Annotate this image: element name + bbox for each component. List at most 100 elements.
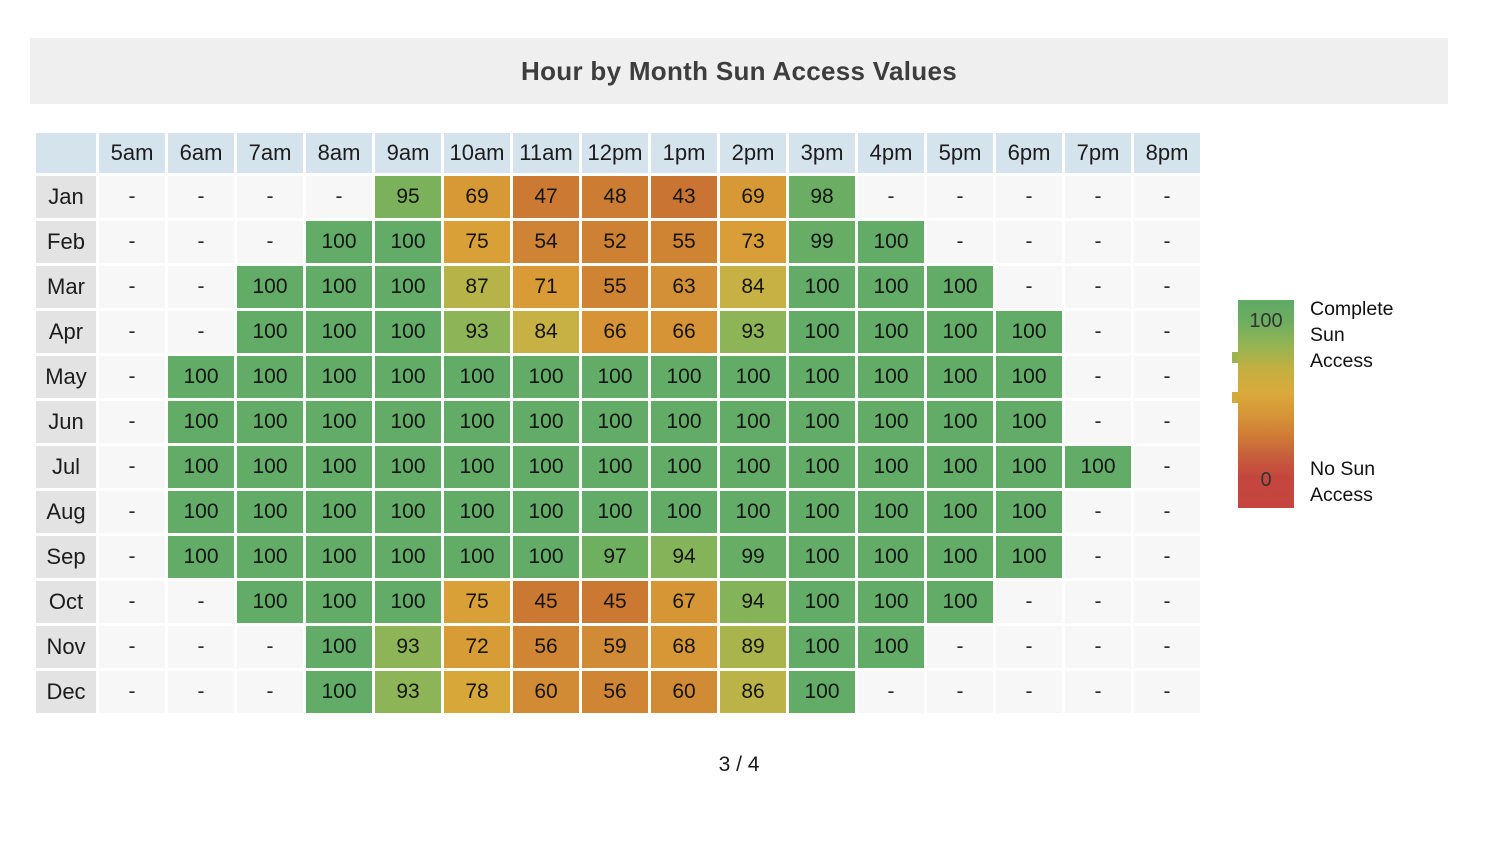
empty-cell: - (99, 356, 165, 398)
heatmap-cell: 100 (996, 356, 1062, 398)
hour-header: 5am (99, 133, 165, 173)
empty-cell: - (1065, 176, 1131, 218)
month-label: May (36, 356, 96, 398)
legend-min-value: 0 (1260, 469, 1272, 491)
heatmap-cell: 100 (375, 491, 441, 533)
heatmap-cell: 45 (582, 581, 648, 623)
heatmap-cell: 100 (237, 401, 303, 443)
empty-cell: - (1134, 626, 1200, 668)
empty-cell: - (168, 176, 234, 218)
hour-header: 2pm (720, 133, 786, 173)
hour-header: 4pm (858, 133, 924, 173)
heatmap-cell: 94 (720, 581, 786, 623)
month-label: Oct (36, 581, 96, 623)
empty-cell: - (168, 266, 234, 308)
heatmap-cell: 52 (582, 221, 648, 263)
empty-cell: - (1134, 536, 1200, 578)
heatmap-cell: 100 (720, 491, 786, 533)
heatmap-cell: 100 (513, 356, 579, 398)
empty-cell: - (1065, 671, 1131, 713)
heatmap-cell: 100 (582, 446, 648, 488)
empty-cell: - (99, 446, 165, 488)
empty-cell: - (927, 221, 993, 263)
heatmap-cell: 75 (444, 221, 510, 263)
empty-cell: - (99, 671, 165, 713)
heatmap-cell: 59 (582, 626, 648, 668)
month-label: Jun (36, 401, 96, 443)
heatmap-cell: 93 (444, 311, 510, 353)
heatmap-cell: 100 (513, 401, 579, 443)
heatmap-cell: 100 (996, 491, 1062, 533)
empty-cell: - (1134, 446, 1200, 488)
month-label: Aug (36, 491, 96, 533)
heatmap-cell: 100 (582, 401, 648, 443)
heatmap-cell: 100 (651, 446, 717, 488)
legend: 100 0 Complete Sun Access No Sun Access (1232, 298, 1492, 530)
empty-cell: - (168, 221, 234, 263)
heatmap-cell: 68 (651, 626, 717, 668)
heatmap-cell: 100 (651, 401, 717, 443)
empty-cell: - (996, 671, 1062, 713)
heatmap-table: 5am 6am 7am 8am 9am 10am 11am 12pm 1pm 2pm 3pm 4pm 5… (36, 133, 1200, 713)
heatmap-cell: 47 (513, 176, 579, 218)
heatmap-cell: 89 (720, 626, 786, 668)
heatmap-cell: 100 (237, 356, 303, 398)
heatmap-cell: 100 (996, 311, 1062, 353)
heatmap-cell: 100 (720, 446, 786, 488)
heatmap-cell: 100 (720, 401, 786, 443)
empty-cell: - (996, 266, 1062, 308)
empty-cell: - (996, 176, 1062, 218)
heatmap-cell: 67 (651, 581, 717, 623)
heatmap-cell: 100 (513, 491, 579, 533)
heatmap-cell: 100 (168, 446, 234, 488)
heatmap-cell: 100 (582, 356, 648, 398)
legend-max-label: Complete Sun Access (1310, 298, 1394, 372)
heatmap-cell: 100 (858, 311, 924, 353)
heatmap-cell: 55 (582, 266, 648, 308)
heatmap-cell: 100 (375, 266, 441, 308)
heatmap-cell: 95 (375, 176, 441, 218)
heatmap-cell: 56 (513, 626, 579, 668)
heatmap-cell: 100 (996, 446, 1062, 488)
hour-header: 12pm (582, 133, 648, 173)
empty-cell: - (1065, 266, 1131, 308)
heatmap-cell: 69 (444, 176, 510, 218)
heatmap-cell: 60 (513, 671, 579, 713)
empty-cell: - (237, 671, 303, 713)
heatmap-cell: 100 (306, 626, 372, 668)
legend-tick (1232, 352, 1238, 363)
heatmap-cell: 100 (858, 491, 924, 533)
heatmap-cell: 99 (720, 536, 786, 578)
heatmap-cell: 100 (789, 311, 855, 353)
heatmap-cell: 100 (444, 401, 510, 443)
heatmap-cell: 100 (375, 536, 441, 578)
heatmap-cell: 100 (306, 581, 372, 623)
heatmap-cell: 100 (582, 491, 648, 533)
empty-cell: - (237, 221, 303, 263)
hour-header: 10am (444, 133, 510, 173)
heatmap-cell: 100 (375, 446, 441, 488)
month-label: Apr (36, 311, 96, 353)
heatmap-cell: 100 (858, 401, 924, 443)
heatmap-cell: 100 (858, 356, 924, 398)
heatmap-cell: 100 (927, 581, 993, 623)
heatmap-cell: 100 (789, 446, 855, 488)
heatmap-cell: 100 (789, 401, 855, 443)
empty-cell: - (1134, 356, 1200, 398)
corner-cell (36, 133, 96, 173)
heatmap-cell: 100 (375, 401, 441, 443)
empty-cell: - (1134, 401, 1200, 443)
heatmap-cell: 100 (306, 356, 372, 398)
heatmap-cell: 56 (582, 671, 648, 713)
heatmap-cell: 48 (582, 176, 648, 218)
empty-cell: - (99, 626, 165, 668)
heatmap-cell: 84 (720, 266, 786, 308)
heatmap-cell: 93 (720, 311, 786, 353)
heatmap-cell: 100 (720, 356, 786, 398)
heatmap-cell: 100 (1065, 446, 1131, 488)
heatmap-cell: 100 (927, 401, 993, 443)
hour-header: 6pm (996, 133, 1062, 173)
month-label: Mar (36, 266, 96, 308)
heatmap-cell: 86 (720, 671, 786, 713)
heatmap-cell: 100 (375, 221, 441, 263)
